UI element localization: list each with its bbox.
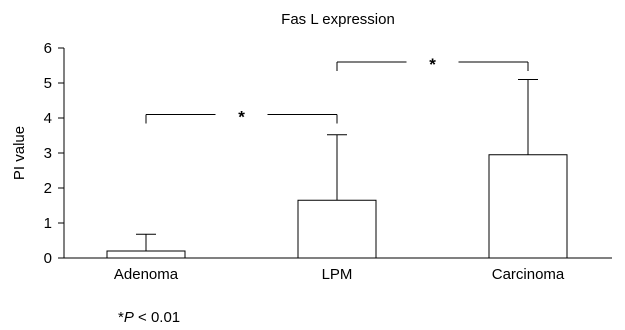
y-axis-label: PI value	[11, 126, 28, 180]
y-tick-label-0: 0	[44, 250, 52, 267]
significance-bracket-2: *	[336, 55, 529, 74]
y-tick-label-3: 3	[44, 145, 52, 162]
significance-bracket-1: *	[145, 108, 338, 127]
y-axis-ticks: 0 1 2 3 4 5 6	[44, 40, 64, 267]
y-tick-label-6: 6	[44, 40, 52, 57]
category-label-adenoma: Adenoma	[114, 266, 179, 283]
y-tick-label-2: 2	[44, 180, 52, 197]
bars-group	[106, 154, 568, 259]
bar-adenoma	[106, 250, 186, 259]
y-tick-label-5: 5	[44, 75, 52, 92]
footnote-threshold: < 0.01	[134, 309, 180, 326]
category-label-carcinoma: Carcinoma	[492, 266, 565, 283]
significance-star: *	[238, 108, 245, 127]
significance-star: *	[429, 55, 436, 74]
footnote-p: P	[124, 309, 134, 326]
bar-lpm	[297, 199, 377, 259]
category-labels: Adenoma LPM Carcinoma	[114, 266, 565, 283]
footnote-prefix: *	[118, 309, 124, 326]
chart-title: Fas L expression	[281, 11, 395, 28]
y-tick-label-1: 1	[44, 215, 52, 232]
error-bars-group	[136, 79, 538, 251]
y-tick-label-4: 4	[44, 110, 52, 127]
category-label-lpm: LPM	[322, 266, 353, 283]
bar-carcinoma	[488, 154, 568, 259]
footnote: *P < 0.01	[118, 309, 180, 326]
significance-brackets: **	[145, 55, 529, 127]
